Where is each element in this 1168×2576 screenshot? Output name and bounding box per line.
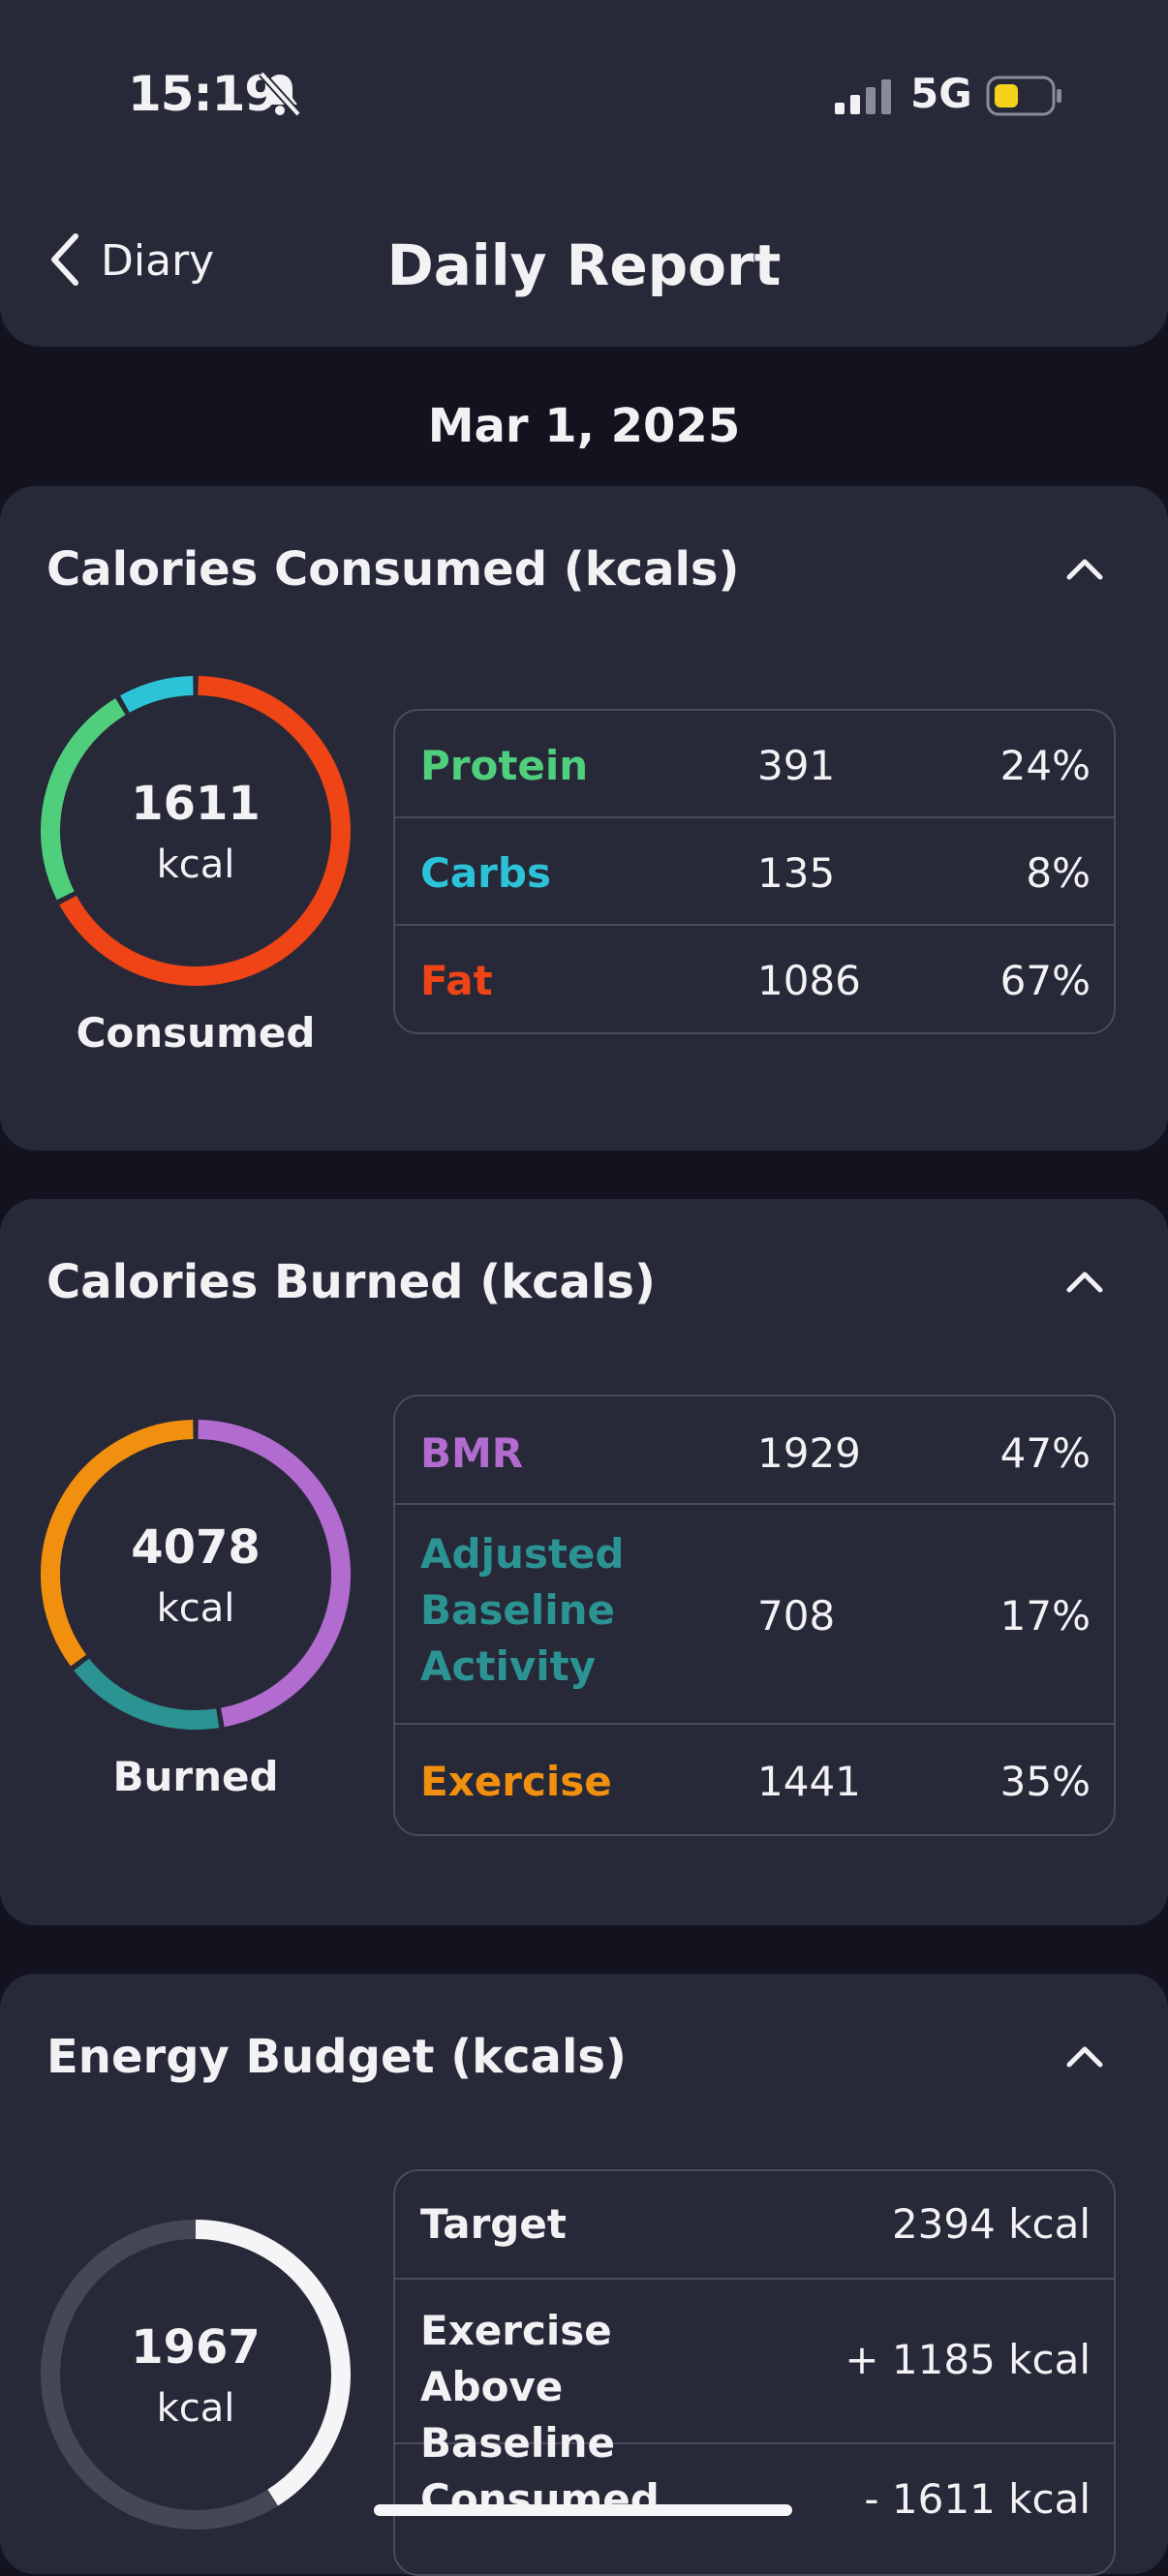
consumed-donut bbox=[41, 676, 351, 986]
row-value: + 1185 kcal bbox=[845, 2336, 1091, 2383]
row-percent: 8% bbox=[1026, 849, 1091, 897]
row-percent: 17% bbox=[999, 1592, 1091, 1640]
row-percent: 67% bbox=[999, 957, 1091, 1004]
header-bar bbox=[0, 0, 1168, 347]
row-value: 2394 kcal bbox=[891, 2200, 1091, 2248]
network-type: 5G bbox=[910, 70, 972, 117]
budget-unit: kcal bbox=[156, 2386, 235, 2431]
table-row: Exercise 1441 35% bbox=[395, 1725, 1114, 1834]
home-indicator[interactable] bbox=[374, 2504, 792, 2516]
bell-muted-icon bbox=[259, 71, 301, 117]
table-row: Protein 391 24% bbox=[395, 711, 1114, 818]
table-row: Carbs 135 8% bbox=[395, 818, 1114, 926]
burned-donut bbox=[41, 1420, 352, 1730]
back-button[interactable]: Diary bbox=[101, 236, 215, 286]
burned-caption: Burned bbox=[112, 1753, 279, 1800]
table-row: Target 2394 kcal bbox=[395, 2171, 1114, 2280]
calories-consumed-card bbox=[0, 486, 1168, 1150]
row-label: Fat bbox=[420, 957, 493, 1004]
ring-segment-bmr bbox=[198, 1420, 352, 1728]
row-value: 1086 bbox=[757, 957, 861, 1004]
consumed-ring bbox=[41, 676, 351, 986]
consumed-unit: kcal bbox=[156, 843, 235, 887]
calories-burned-card bbox=[0, 1199, 1168, 1925]
burned-total: 4078 bbox=[131, 1520, 261, 1575]
table-row: Exercise Above Baseline + 1185 kcal bbox=[395, 2280, 1114, 2467]
table-row: Fat 1086 67% bbox=[395, 926, 1114, 1032]
chevron-up-icon[interactable] bbox=[1063, 554, 1106, 583]
row-percent: 24% bbox=[999, 742, 1091, 789]
chevron-up-icon[interactable] bbox=[1063, 2041, 1106, 2070]
row-label: Carbs bbox=[420, 849, 551, 897]
page-title: Daily Report bbox=[386, 232, 782, 298]
consumed-caption: Consumed bbox=[76, 1009, 316, 1057]
back-chevron-icon[interactable] bbox=[46, 230, 81, 289]
table-row: Adjusted Baseline Activity 708 17% bbox=[395, 1505, 1114, 1725]
row-label: Consumed bbox=[420, 2475, 660, 2523]
burned-unit: kcal bbox=[156, 1586, 235, 1631]
row-label: Protein bbox=[420, 742, 589, 789]
row-label: BMR bbox=[420, 1429, 524, 1477]
table-row: BMR 1929 47% bbox=[395, 1396, 1114, 1505]
card-title-consumed: Calories Consumed (kcals) bbox=[46, 542, 740, 597]
ring-segment-carbs bbox=[120, 676, 194, 713]
ring-segment-protein bbox=[41, 698, 126, 901]
card-title-budget: Energy Budget (kcals) bbox=[46, 2030, 627, 2084]
row-label: Exercise bbox=[420, 1758, 612, 1805]
budget-donut bbox=[41, 2220, 351, 2530]
row-value: - 1611 kcal bbox=[864, 2475, 1091, 2523]
budget-ring bbox=[195, 2220, 351, 2506]
battery-icon bbox=[986, 76, 1061, 116]
row-percent: 35% bbox=[999, 1758, 1091, 1805]
row-label: Target bbox=[420, 2200, 567, 2248]
ring-segment-fat bbox=[59, 676, 351, 986]
energy-budget-card bbox=[0, 1974, 1168, 2574]
row-label: Exercise Above Baseline bbox=[420, 2307, 616, 2467]
table-row: Consumed - 1611 kcal bbox=[395, 2444, 1114, 2561]
budget-total: 1967 bbox=[131, 2320, 261, 2375]
row-value: 391 bbox=[757, 742, 836, 789]
burned-ring bbox=[41, 1420, 352, 1730]
ring-segment-adjusted-baseline-activity bbox=[74, 1658, 220, 1730]
row-percent: 47% bbox=[999, 1429, 1091, 1477]
ring-segment-exercise bbox=[41, 1420, 194, 1667]
row-value: 135 bbox=[757, 849, 836, 897]
budget-ring-progress bbox=[195, 2220, 351, 2506]
row-value: 1929 bbox=[757, 1429, 861, 1477]
status-time: 15:19 bbox=[128, 66, 278, 122]
report-date: Mar 1, 2025 bbox=[427, 399, 741, 453]
row-value: 1441 bbox=[757, 1758, 861, 1805]
macro-table: Protein 391 24% Carbs 135 8% Fat 1086 67… bbox=[393, 709, 1116, 1034]
row-value: 708 bbox=[757, 1592, 836, 1640]
consumed-total: 1611 bbox=[131, 777, 261, 831]
card-title-burned: Calories Burned (kcals) bbox=[46, 1255, 656, 1309]
burn-table: BMR 1929 47% Adjusted Baseline Activity … bbox=[393, 1395, 1116, 1836]
cellular-signal-icon bbox=[835, 79, 891, 114]
row-label: Adjusted Baseline Activity bbox=[420, 1530, 625, 1690]
budget-table: Target 2394 kcal Exercise Above Baseline… bbox=[393, 2169, 1116, 2576]
chevron-up-icon[interactable] bbox=[1063, 1267, 1106, 1296]
